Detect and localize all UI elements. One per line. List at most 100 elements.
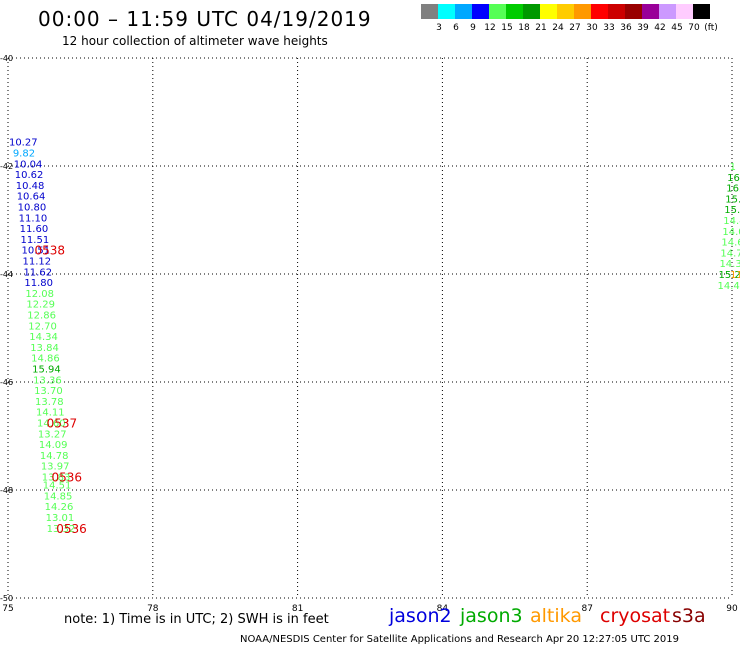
data-label: 13.32 [47,524,76,535]
data-label: 10.27 [9,138,38,149]
data-label: 11.51 [21,235,50,246]
scale-swatch [608,4,625,19]
scale-label: 3 [436,23,442,33]
y-tick-label: -48 [0,486,13,495]
y-tick-label: -44 [0,270,13,279]
scale-swatch [591,4,608,19]
data-label: 13.83 [42,473,71,484]
data-label: 14.51 [43,481,72,492]
data-label: 14.42 [718,281,740,292]
x-tick-label: 78 [147,604,159,614]
scale-label: 27 [569,23,581,33]
data-label: 11.80 [24,278,53,289]
legend-s3a: s3a [672,605,706,627]
data-label: 14.70 [720,248,740,259]
x-tick-label: 87 [581,604,592,614]
data-label: 9.82 [13,149,35,160]
time-label: 0538 [35,244,66,258]
data-label: 15.8 [725,194,740,205]
data-label: 12.29 [26,300,55,311]
x-tick-label: 81 [292,604,303,614]
scale-label: 36 [620,23,632,33]
scale-label: 33 [603,23,615,33]
data-label: 15.94 [32,365,61,376]
data-label: 14.09 [39,440,68,451]
time-label: 0537 [47,417,78,431]
legend-altika: altika [530,605,582,627]
data-label: 11.12 [22,257,51,268]
scale-label: 70 [688,23,700,33]
x-tick-label: 75 [2,604,13,614]
x-tick-label: 90 [726,604,738,614]
data-label: 15.22 [718,270,740,281]
y-tick-label: -40 [0,54,13,63]
data-label: 13.84 [30,343,59,354]
scale-label: 30 [586,23,598,33]
scale-label: 45 [671,23,683,33]
data-label: 13.01 [46,513,75,524]
chart-subtitle: 12 hour collection of altimeter wave hei… [62,34,328,48]
data-label: 14.60 [37,419,66,430]
scale-label: 9 [470,23,476,33]
y-tick-label: -42 [0,162,13,171]
data-label: 11.10 [19,213,48,224]
data-label: 10.51 [22,246,51,257]
scale-swatch [540,4,557,19]
data-label: 14.00 [722,227,740,238]
data-label: 12.86 [27,311,56,322]
data-label: 10.64 [17,192,46,203]
data-label: 10.48 [16,181,45,192]
data-label: 14.26 [45,502,74,513]
time-label: 0536 [51,471,82,485]
time-label: 0536 [56,522,87,536]
data-label: 13.27 [38,429,67,440]
footnote: note: 1) Time is in UTC; 2) SWH is in fe… [64,612,329,627]
data-label: 14.11 [36,408,65,419]
data-label: 14.47 [723,216,740,227]
scale-swatch [659,4,676,19]
scale-swatch [455,4,472,19]
scale-swatch [489,4,506,19]
data-label: 10.80 [18,203,47,214]
data-label: 15.46 [724,205,740,216]
y-tick-label: -46 [0,378,13,387]
data-label: 12.70 [28,321,57,332]
data-label: 14.30 [719,259,740,270]
scale-swatch [693,4,710,19]
scale-label: 24 [552,23,564,33]
data-label: 10.62 [15,170,44,181]
data-label: 16. [726,184,740,195]
legend-cryosat: cryosat [600,605,671,627]
data-label: 12.08 [25,289,54,300]
y-tick-label: -50 [0,594,13,603]
credit-line: NOAA/NESDIS Center for Satellite Applica… [240,634,679,645]
data-label: 16 [727,173,740,184]
scale-swatch [523,4,540,19]
scale-label: 39 [637,23,649,33]
scale-swatch [472,4,489,19]
data-label: 11.60 [20,224,49,235]
scale-swatch [676,4,693,19]
scale-swatch [438,4,455,19]
data-label: 13.97 [41,462,70,473]
chart-title: 00:00 – 11:59 UTC 04/19/2019 [38,7,372,31]
data-label: 14.85 [44,491,73,502]
x-tick-label: 84 [437,604,449,614]
scale-label: 6 [453,23,459,33]
scale-swatch [421,4,438,19]
data-label: 14.64 [721,238,740,249]
data-label: 11 [730,270,740,281]
data-label: 13.78 [35,397,64,408]
scale-label: (ft) [704,23,718,33]
scale-swatch [642,4,659,19]
scale-label: 12 [484,23,496,33]
scale-label: 18 [518,23,530,33]
data-label: 14.34 [29,332,58,343]
scale-label: 21 [535,23,547,33]
data-label: 13.70 [34,386,63,397]
data-label: 11.62 [23,267,52,278]
scale-label: 42 [654,23,666,33]
data-label: 14.78 [40,451,69,462]
data-label: 13.36 [33,375,62,386]
